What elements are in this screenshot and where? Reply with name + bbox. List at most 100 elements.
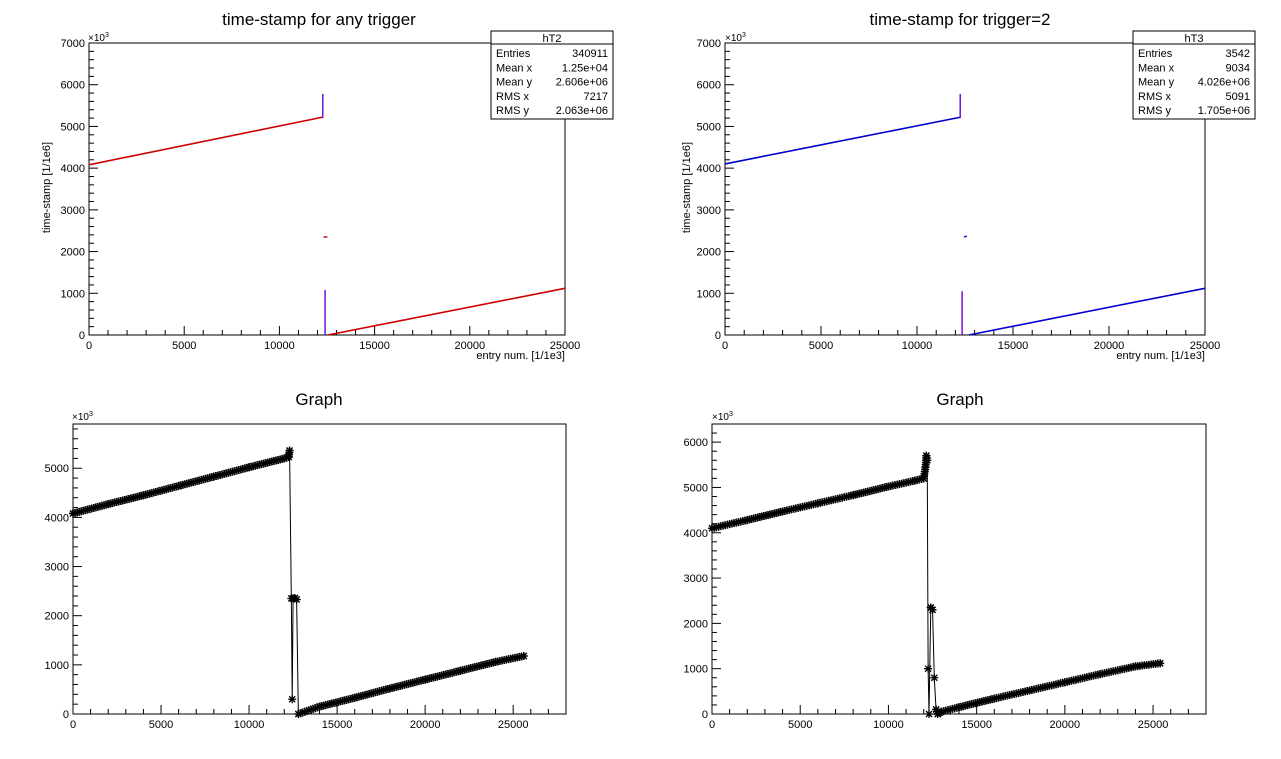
series-mid-cluster [963,235,968,238]
x-tick-label: 15000 [998,340,1029,352]
x-tick-label: 25000 [550,340,581,352]
graph-marker [955,703,963,712]
graph-marker [743,516,752,525]
stats-label: Mean x [496,62,533,74]
graph-marker [313,703,322,712]
x-tick-label: 20000 [455,340,486,352]
plot-area: 0 5000 10000 15000 20000 25000 0 1000 2000 3000 40… [697,38,1221,352]
graph-marker [1025,686,1034,695]
stats-label: Mean x [1138,62,1175,74]
series-early-band [724,116,961,165]
graph-marker [311,704,320,713]
y-tick-label: 5000 [684,482,708,494]
chart-title: time-stamp for trigger=2 [870,10,1051,29]
panel-any-trigger: time-stamp for any trigger 0 5000 10000 150… [41,10,614,362]
y-tick-label: 2000 [45,611,69,623]
x-tick-label: 0 [722,340,728,352]
y-tick-label: 0 [715,330,721,342]
graph-marker [307,705,316,714]
graph-marker [292,595,301,604]
graph-marker [174,481,183,490]
y-tick-label: 3000 [61,205,85,217]
x-tick-label: 5000 [788,719,812,731]
graph-marker [302,707,311,716]
graph-marker [813,499,822,508]
graph-marker [1131,662,1140,671]
stats-value: 2.063e+06 [556,105,608,117]
graph-marker [139,491,148,500]
stats-value: 9034 [1226,62,1250,74]
x-tick-label: 0 [86,340,92,352]
plot-frame [72,423,567,715]
series-late-band [327,287,566,336]
y-tick-label: 5000 [61,121,85,133]
stats-value: 1.25e+04 [562,62,608,74]
y-tick-label: 5000 [697,121,721,133]
x-tick-label: 5000 [172,340,196,352]
graph-marker [1156,659,1165,668]
y-tick-label: 4000 [697,163,721,175]
graph-marker [922,451,931,460]
x-axis-label: entry num. [1/1e3] [476,350,565,362]
x-tick-label: 0 [709,719,715,731]
stats-name: hT3 [1185,33,1204,45]
y-tick-label: 2000 [684,618,708,630]
chart-title: Graph [936,390,983,409]
graph-marker [932,707,941,716]
x-tick-label: 10000 [873,719,904,731]
x-tick-label: 5000 [149,719,173,731]
stats-label: RMS x [1138,91,1172,103]
chart-title: Graph [295,390,342,409]
x-tick-label: 10000 [902,340,933,352]
graph-marker [925,710,934,718]
panel-trigger-2: time-stamp for trigger=2 0 5000 10000 15000… [681,10,1256,362]
y-tick-label: 1000 [61,288,85,300]
y-tick-label: 7000 [61,38,85,50]
x-axis-label: entry num. [1/1e3] [1116,350,1205,362]
graph-marker [309,704,318,713]
y-tick-label: 3000 [684,573,708,585]
graph-marker [298,708,307,717]
exponent-label: ×103 [72,411,93,423]
graph-marker [280,454,289,463]
panel-graph-right: Graph 0 5000 10000 15000 20000 25000 0 1000 2000… [684,390,1207,731]
x-tick-label: 25000 [498,719,529,731]
graph-marker [284,452,293,461]
chart-title: time-stamp for any trigger [222,10,416,29]
exponent-label: ×103 [88,32,109,44]
x-tick-label: 20000 [410,719,441,731]
graph-marker [300,707,309,716]
plot-area: 0 5000 10000 15000 20000 25000 0 1000 2000 3000 40… [45,423,567,731]
exponent-label: ×103 [712,411,733,423]
stats-value: 340911 [572,48,608,60]
graph-marker [924,664,933,673]
y-tick-label: 0 [79,330,85,342]
graph-marker [933,710,942,718]
y-tick-label: 1000 [684,664,708,676]
graph-marker [456,666,465,675]
stats-label: RMS x [496,91,530,103]
x-tick-label: 20000 [1094,340,1125,352]
graph-marker [69,509,77,518]
y-tick-label: 3000 [697,205,721,217]
graph-marker [778,507,787,516]
stats-value: 7217 [584,91,608,103]
stats-label: Mean y [496,77,533,89]
graph-marker [928,605,937,614]
stats-label: RMS y [496,105,530,117]
x-tick-label: 10000 [264,340,295,352]
y-tick-label: 1000 [45,660,69,672]
graph-marker [104,500,113,509]
plot-frame [724,42,1206,336]
graph-marker [285,446,294,455]
graph-marker [350,693,359,702]
graph-marker [708,524,716,533]
stats-value: 5091 [1226,91,1250,103]
plot-area: 0 5000 10000 15000 20000 25000 0 1000 2000 3000 40… [61,38,581,352]
panel-graph-left: Graph 0 5000 10000 15000 20000 25000 0 1000 2000… [45,390,567,731]
graph-marker [919,474,928,483]
graph-marker [288,695,297,704]
y-tick-label: 1000 [697,288,721,300]
series-late-band [968,287,1206,336]
graph-marker [937,707,946,716]
